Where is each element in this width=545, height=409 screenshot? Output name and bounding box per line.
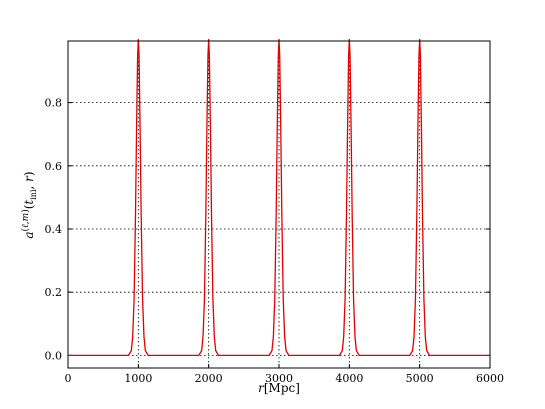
x-tick-label: 3000	[265, 372, 293, 385]
x-tick-label: 0	[65, 372, 72, 385]
tick-label-layer: 0 1000 2000 3000 4000 5000 6000 0.0 0.2 0.4 0.6 0.8	[45, 97, 505, 385]
y-axis-label: a(ℓ,m)(tini, r)	[20, 171, 38, 238]
x-tick-label: 6000	[476, 372, 504, 385]
x-tick-label: 1000	[124, 372, 152, 385]
y-tick-label: 0.8	[45, 97, 63, 110]
series-layer	[68, 38, 490, 357]
grid-layer	[68, 41, 490, 368]
x-axis-label: r[Mpc]	[258, 381, 300, 395]
peak-point	[419, 38, 421, 41]
y-tick-label: 0.6	[45, 160, 63, 173]
peak-point	[208, 38, 210, 41]
peak-point	[137, 38, 139, 41]
x-tick-label: 5000	[406, 372, 434, 385]
peak-point	[278, 38, 280, 41]
y-tick-label: 0.2	[45, 286, 63, 299]
x-tick-label: 2000	[195, 372, 223, 385]
x-tick-label: 4000	[335, 372, 363, 385]
plot-frame	[67, 40, 491, 369]
peak-point	[348, 38, 350, 41]
y-tick-label: 0.0	[45, 349, 63, 362]
svg-text:a(ℓ,m)(tini, r): a(ℓ,m)(tini, r)	[20, 171, 38, 238]
y-tick-label: 0.4	[45, 223, 63, 236]
